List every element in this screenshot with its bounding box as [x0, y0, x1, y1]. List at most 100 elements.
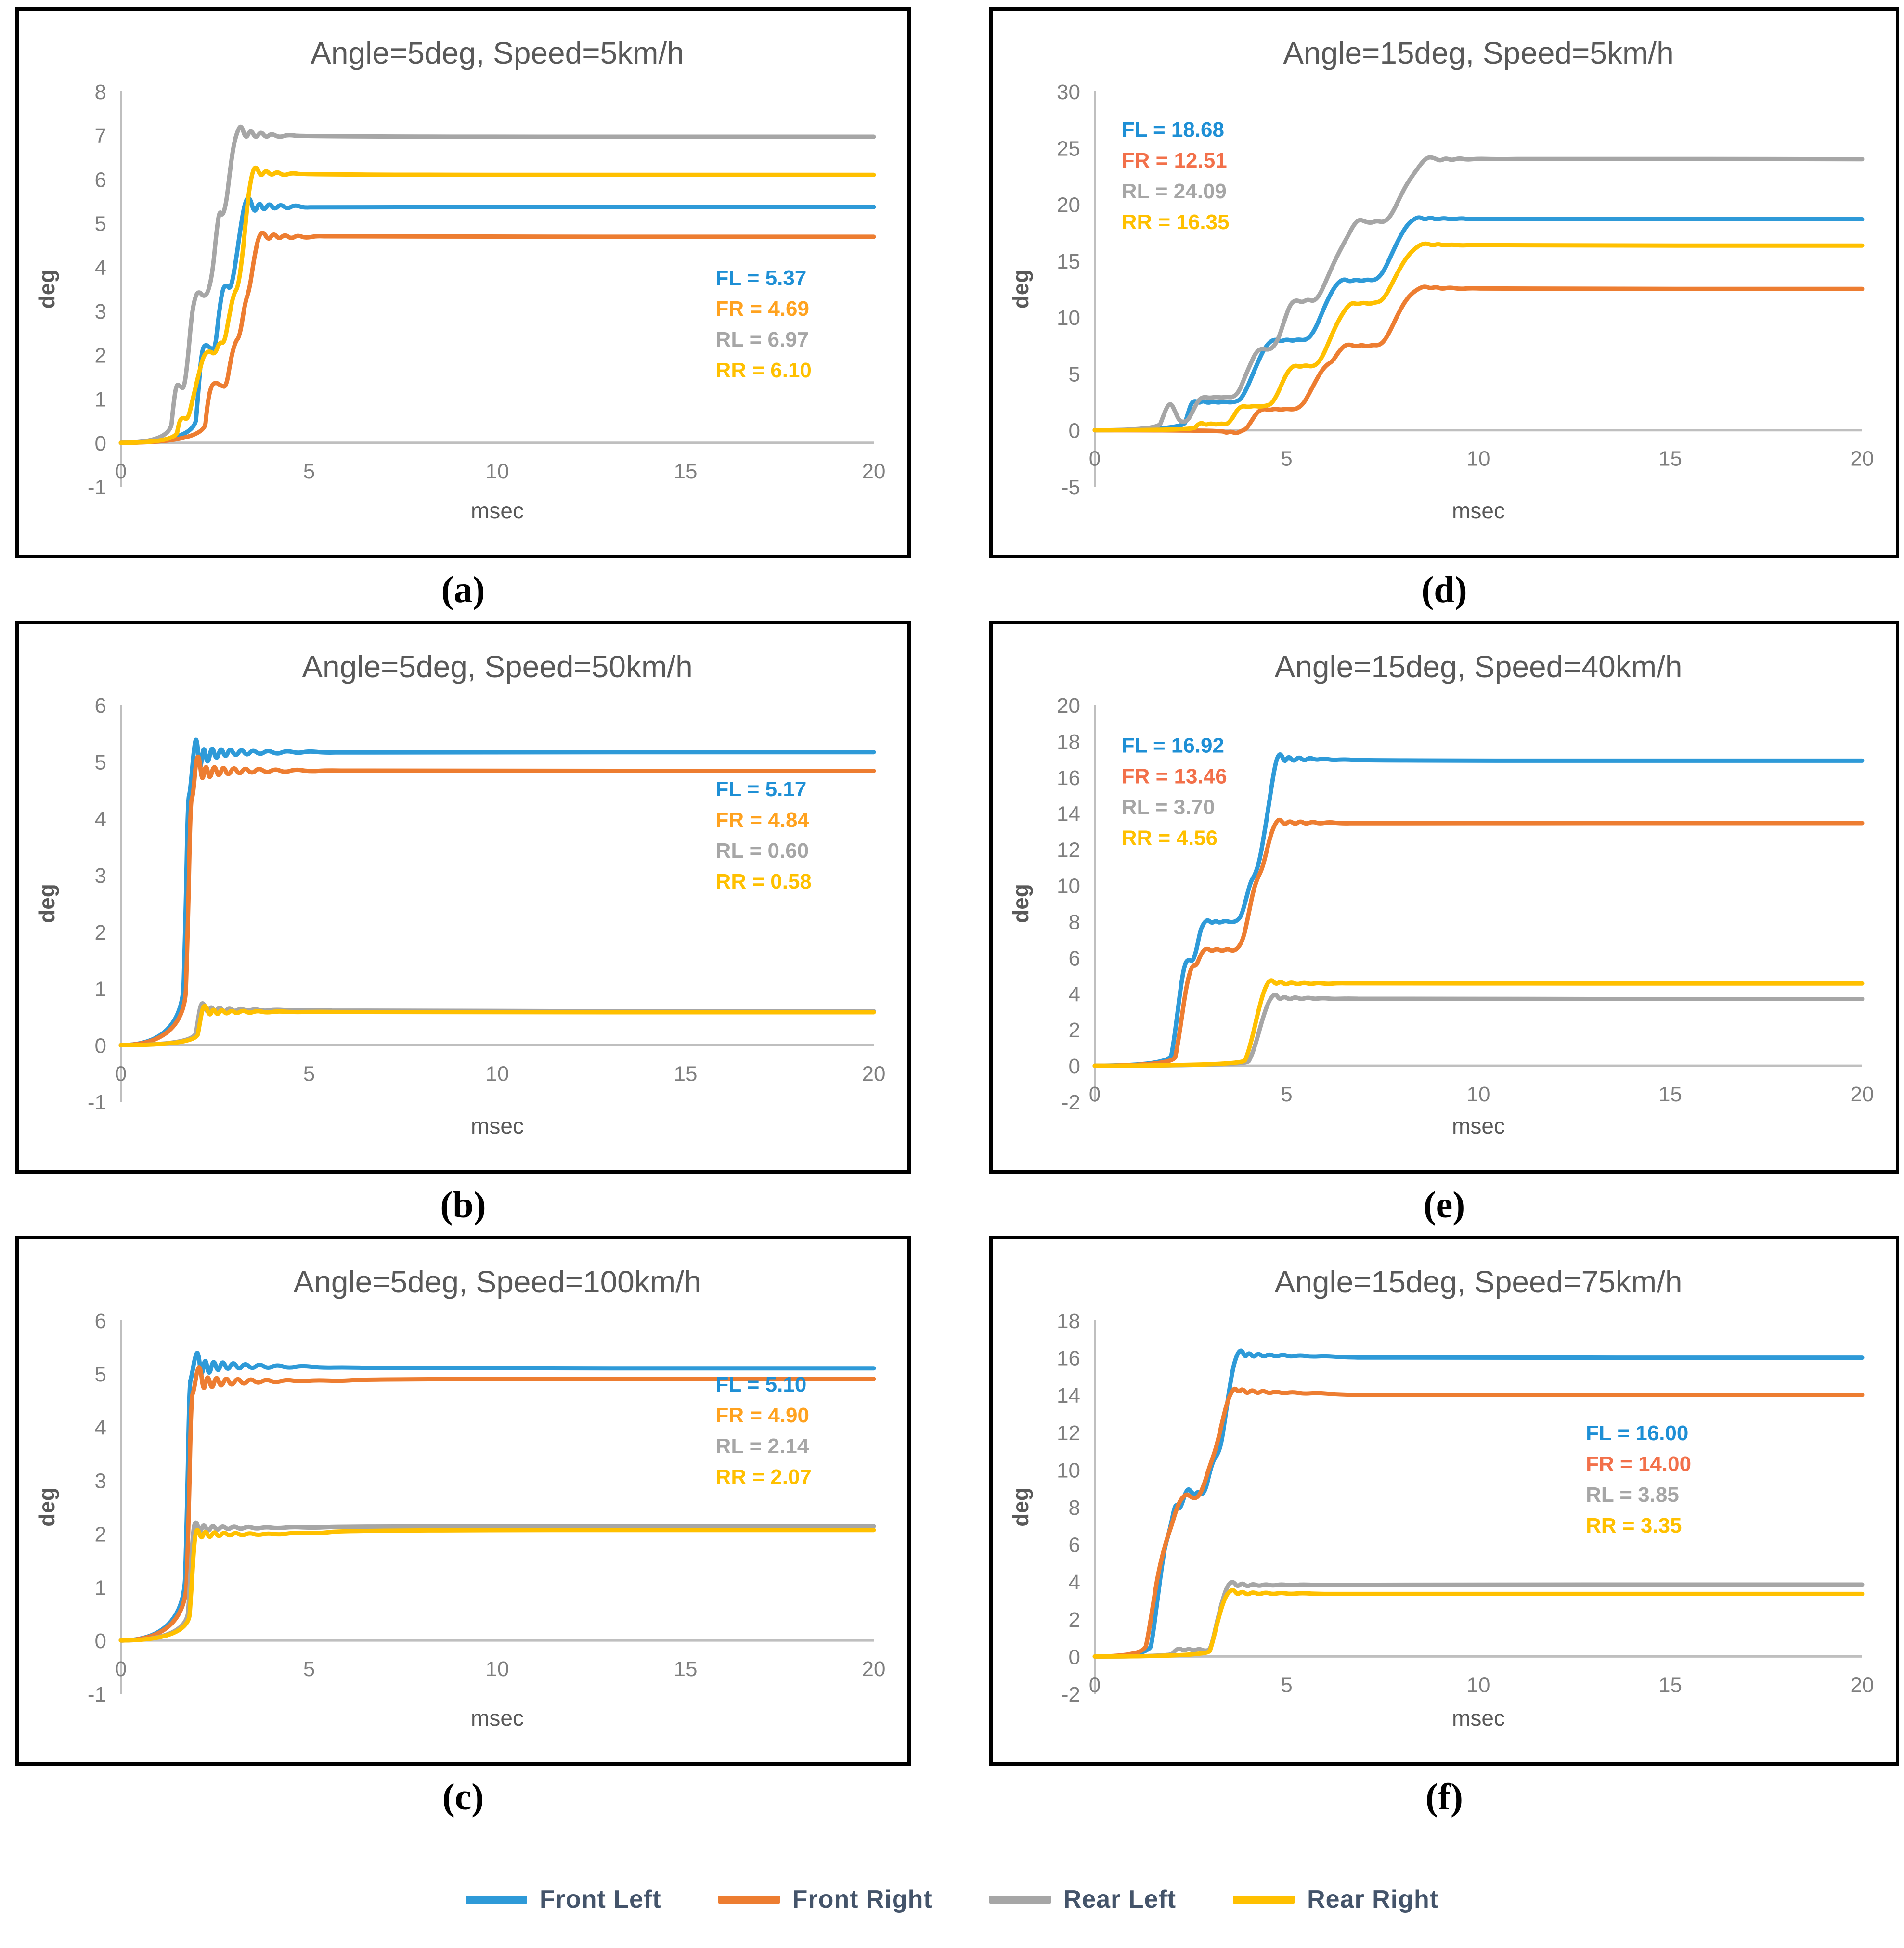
x-tick-label: 0: [115, 1062, 127, 1085]
chart-panel-f: Angle=15deg, Speed=75km/h 18 16 14 12 10 8 6 4 2 0…: [989, 1236, 1899, 1766]
y-tick-label: 5: [95, 1363, 106, 1386]
chart-title: Angle=5deg, Speed=100km/h: [294, 1264, 701, 1299]
legend-item-front-right: Front Right: [718, 1885, 933, 1914]
y-tick-label: 8: [1069, 910, 1080, 934]
annotation-line: FR = 13.46: [1122, 764, 1227, 788]
caption-e: (e): [1423, 1184, 1465, 1226]
series-line-rear-left: [118, 124, 876, 445]
y-tick-label: 5: [95, 212, 106, 236]
y-tick-label: 10: [1057, 875, 1080, 898]
chart-d-svg: Angle=15deg, Speed=5km/h 30 25 20 15 10 5 0 -5 0 5…: [1008, 36, 1874, 523]
chart-e-svg: Angle=15deg, Speed=40km/h201816141210864…: [1008, 649, 1874, 1138]
shared-legend: Front Left Front Right Rear Left Rear Ri…: [0, 1885, 1904, 1914]
y-axis-title: deg: [34, 1487, 59, 1527]
legend-label: Front Left: [539, 1885, 661, 1913]
y-tick-label: 0: [95, 1629, 106, 1653]
x-tick-label: 10: [1467, 1083, 1490, 1106]
series-line-front-right: [1092, 1386, 1865, 1659]
annotation-line: FL = 16.92: [1122, 734, 1224, 757]
rear-left-line-swatch-icon: [989, 1895, 1051, 1904]
x-tick-label: 10: [1467, 1673, 1490, 1697]
x-tick-label: 15: [1658, 447, 1682, 471]
y-tick-label: 2: [1069, 1019, 1080, 1042]
y-tick-label: -2: [1062, 1091, 1080, 1114]
y-tick-label: 10: [1057, 306, 1080, 330]
chart-title: Angle=15deg, Speed=5km/h: [1283, 36, 1673, 70]
y-tick-label: -5: [1062, 476, 1080, 499]
annotation-line: RL = 3.70: [1122, 795, 1215, 819]
y-tick-label: 6: [1069, 1534, 1080, 1557]
chart-title: Angle=15deg, Speed=40km/h: [1275, 649, 1683, 684]
annotation-line: RL = 2.14: [716, 1434, 809, 1458]
y-tick-label: 15: [1057, 250, 1080, 273]
y-tick-label: 0: [1069, 1645, 1080, 1669]
legend-label: Rear Left: [1063, 1885, 1177, 1913]
y-tick-label: 2: [95, 921, 106, 944]
x-tick-label: 0: [1089, 447, 1101, 471]
series-line-rear-right: [1092, 241, 1865, 433]
x-tick-label: 15: [674, 460, 698, 483]
x-tick-label: 0: [115, 460, 127, 483]
x-tick-label: 15: [1658, 1673, 1682, 1697]
y-tick-label: 0: [1069, 1055, 1080, 1078]
x-tick-label: 20: [1851, 447, 1874, 471]
series-line-rear-left: [1092, 155, 1865, 433]
annotation-line: FL = 5.37: [716, 266, 807, 290]
x-tick-label: 5: [1281, 1083, 1292, 1106]
series-line-rear-right: [118, 1528, 876, 1643]
x-axis-title: msec: [1452, 1113, 1505, 1138]
y-tick-label: 0: [95, 432, 106, 455]
y-tick-label: 18: [1057, 1309, 1080, 1333]
chart-panel-e: Angle=15deg, Speed=40km/h 20 18 16 14 12 10 8 6 4…: [989, 621, 1899, 1174]
y-axis-title: deg: [1008, 270, 1033, 309]
y-tick-label: 1: [95, 1576, 106, 1600]
series-line-front-left: [118, 1351, 876, 1643]
y-tick-label: 25: [1057, 137, 1080, 160]
y-tick-label: 3: [95, 300, 106, 323]
x-tick-label: 20: [862, 1062, 886, 1085]
series-line-rear-right: [118, 165, 876, 445]
annotation-line: RR = 0.58: [716, 870, 812, 893]
chart-panel-a: Angle=5deg, Speed=5km/h 8 7 6 5 4 3 2 1 0 -1 0 5 10 15…: [15, 7, 911, 558]
series-line-front-right: [1092, 284, 1865, 436]
x-axis-title: msec: [471, 1113, 524, 1138]
y-tick-label: 20: [1057, 694, 1080, 718]
y-tick-label: 6: [95, 694, 106, 718]
legend-label: Front Right: [792, 1885, 933, 1913]
caption-c: (c): [442, 1776, 484, 1818]
x-tick-label: 15: [1658, 1083, 1682, 1106]
x-axis-title: msec: [1452, 1705, 1505, 1730]
x-tick-label: 5: [303, 1657, 315, 1681]
annotation-line: RR = 16.35: [1122, 210, 1230, 234]
y-tick-label: 2: [1069, 1608, 1080, 1632]
annotation-line: RR = 2.07: [716, 1465, 812, 1489]
annotation-line: FR = 4.90: [716, 1404, 809, 1427]
x-tick-label: 10: [486, 460, 509, 483]
x-axis-title: msec: [1452, 498, 1505, 523]
annotation-line: FL = 16.00: [1586, 1421, 1688, 1445]
series-line-front-left: [118, 195, 876, 445]
caption-b: (b): [440, 1184, 486, 1226]
chart-panel-c: Angle=5deg, Speed=100km/h 6 5 4 3 2 1 0 -1 0 5 10 15…: [15, 1236, 911, 1766]
series-line-front-right: [118, 1365, 876, 1643]
annotation-line: FL = 18.68: [1122, 118, 1224, 142]
y-tick-label: 16: [1057, 1347, 1080, 1370]
chart-title: Angle=15deg, Speed=75km/h: [1275, 1264, 1683, 1299]
front-left-line-swatch-icon: [465, 1895, 527, 1904]
y-axis-title: deg: [34, 884, 59, 923]
annotation-line: RL = 24.09: [1122, 180, 1227, 203]
series-line-front-right: [118, 231, 876, 445]
legend-item-rear-right: Rear Right: [1233, 1885, 1438, 1914]
y-tick-label: 3: [95, 1470, 106, 1493]
annotation-line: FR = 12.51: [1122, 149, 1227, 172]
series-line-front-left: [118, 737, 876, 1047]
front-right-line-swatch-icon: [718, 1895, 780, 1904]
x-tick-label: 5: [303, 1062, 315, 1085]
caption-f: (f): [1425, 1776, 1463, 1818]
series-line-rear-right: [118, 1004, 876, 1047]
y-tick-label: 10: [1057, 1458, 1080, 1482]
y-tick-label: 5: [95, 751, 106, 774]
series-line-rear-right: [1092, 978, 1865, 1068]
chart-f-svg: Angle=15deg, Speed=75km/h181614121086420…: [1008, 1264, 1874, 1730]
y-axis-title: deg: [1008, 1487, 1033, 1527]
